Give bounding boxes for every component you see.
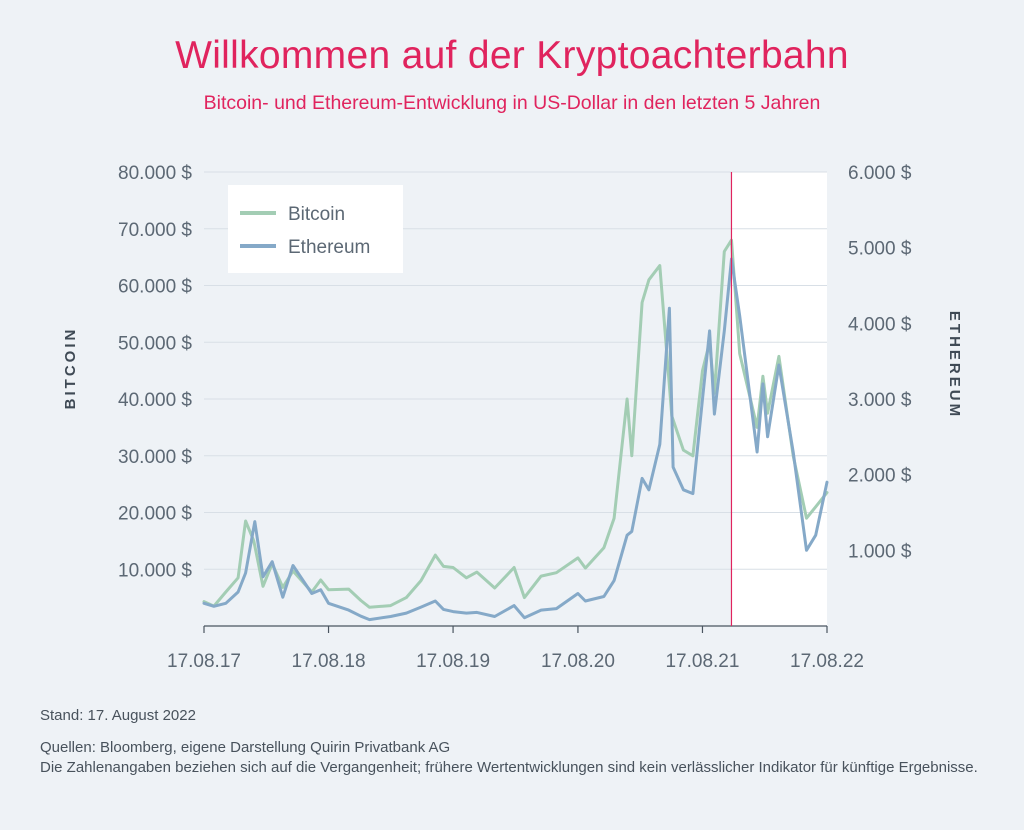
chart-title: Willkommen auf der Kryptoachterbahn — [175, 34, 849, 77]
left-axis-title: BITCOIN — [62, 327, 79, 410]
legend-box — [228, 185, 403, 273]
legend-label-ethereum: Ethereum — [288, 237, 370, 258]
left-tick-label: 50.000 $ — [118, 333, 192, 354]
x-axis: 17.08.17 17.08.18 17.08.19 17.08.20 17.08.21… — [167, 625, 864, 672]
x-tick-label: 17.08.18 — [292, 651, 366, 672]
x-tick-label: 17.08.20 — [541, 651, 615, 672]
left-tick-label: 10.000 $ — [118, 560, 192, 581]
series-line-ethereum — [202, 257, 829, 622]
x-tick-label: 17.08.21 — [665, 651, 739, 672]
left-tick-label: 70.000 $ — [118, 220, 192, 241]
right-tick-label: 1.000 $ — [848, 541, 912, 562]
left-tick-label: 60.000 $ — [118, 277, 192, 298]
x-tick-label: 17.08.19 — [416, 651, 490, 672]
x-tick-label: 17.08.17 — [167, 651, 241, 672]
left-tick-label: 20.000 $ — [118, 504, 192, 525]
footer-disclaimer: Die Zahlenangaben beziehen sich auf die … — [40, 759, 978, 776]
footer-sources: Quellen: Bloomberg, eigene Darstellung Q… — [40, 739, 451, 756]
right-axis-title: ETHEREUM — [946, 311, 963, 419]
chart-subtitle: Bitcoin- und Ethereum-Entwicklung in US-… — [203, 92, 821, 114]
right-axis-tick-labels: 1.000 $ 2.000 $ 3.000 $ 4.000 $ 5.000 $ 6.000… — [848, 163, 912, 562]
x-tick-label: 17.08.22 — [790, 651, 864, 672]
right-tick-label: 2.000 $ — [848, 466, 912, 487]
right-tick-label: 5.000 $ — [848, 239, 912, 260]
left-axis-tick-labels: 10.000 $ 20.000 $ 30.000 $ 40.000 $ 50.000 $… — [118, 163, 192, 581]
left-tick-label: 40.000 $ — [118, 390, 192, 411]
right-tick-label: 3.000 $ — [848, 390, 912, 411]
left-tick-label: 80.000 $ — [118, 163, 192, 184]
line-chart: 10.000 $ 20.000 $ 30.000 $ 40.000 $ 50.000 $… — [62, 163, 963, 672]
left-tick-label: 30.000 $ — [118, 447, 192, 468]
legend-label-bitcoin: Bitcoin — [288, 204, 345, 225]
legend: Bitcoin Ethereum — [228, 185, 403, 273]
footer: Stand: 17. August 2022 Quellen: Bloomber… — [40, 706, 980, 778]
footer-date: Stand: 17. August 2022 — [40, 707, 196, 724]
right-tick-label: 6.000 $ — [848, 163, 912, 184]
right-tick-label: 4.000 $ — [848, 314, 912, 335]
